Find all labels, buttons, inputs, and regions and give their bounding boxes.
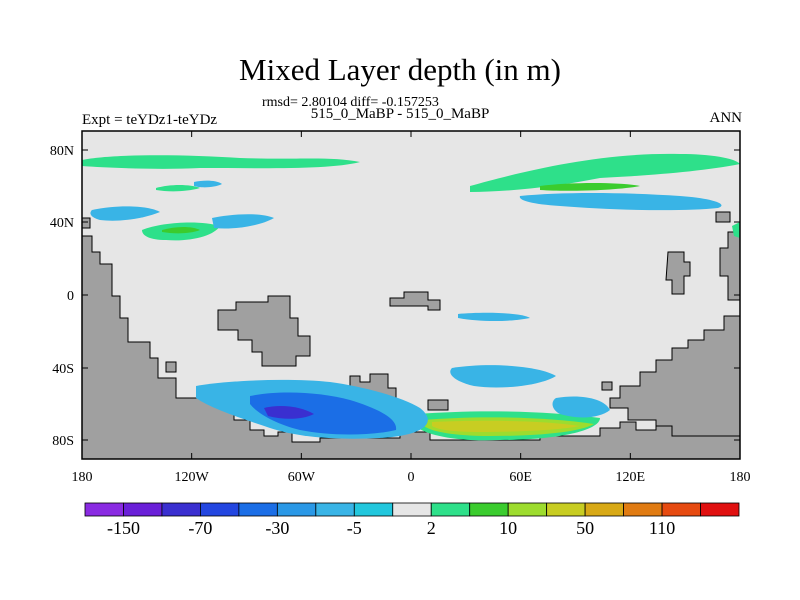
- lat-tick-label: 80S: [52, 434, 74, 449]
- colorbar-swatch: [161, 502, 201, 517]
- lat-tick-label: 40N: [50, 216, 74, 231]
- colorbar-label: -5: [347, 518, 362, 538]
- anomaly-north-small: [156, 185, 200, 192]
- lon-tick-label: 60E: [509, 470, 532, 485]
- lon-tick-label: 120E: [616, 470, 646, 485]
- lon-tick-label: 180: [730, 470, 751, 485]
- colorbar-label: -150: [107, 518, 140, 538]
- negative-anomalies: [90, 180, 722, 439]
- colorbar-label: 10: [499, 518, 517, 538]
- colorbar-swatch: [200, 502, 240, 517]
- lon-tick-label: 180: [72, 470, 93, 485]
- colorbar-swatch: [584, 502, 624, 517]
- land-central: [389, 291, 441, 311]
- anomaly-south-east-core: [432, 420, 580, 432]
- land-east-coast-top: [715, 211, 731, 223]
- anomaly-south-west-mid: [250, 392, 397, 435]
- anomaly-east-mid: [458, 312, 530, 321]
- chart-subtitle: 515_0_MaBP - 515_0_MaBP: [310, 106, 490, 122]
- colorbar-swatch: [392, 502, 432, 517]
- anomaly-south-east-blue: [552, 396, 610, 418]
- positive-anomalies: [82, 153, 740, 441]
- colorbar-swatch: [238, 502, 278, 517]
- lon-tick-label: 0: [408, 470, 415, 485]
- colorbar: -150 -70 -30 -5 2 10 50 110: [84, 502, 740, 538]
- longitude-axis: 180 120W 60W 0 60E 120E 180: [72, 131, 751, 485]
- lon-tick-label: 120W: [175, 470, 210, 485]
- colorbar-label: -70: [188, 518, 212, 538]
- land-south-east-spot: [601, 381, 613, 391]
- stats-text: rmsd= 2.80104 diff= -0.157253: [262, 95, 439, 110]
- anomaly-northeast: [470, 153, 740, 192]
- anomaly-west-40n-blue: [90, 206, 160, 221]
- colorbar-swatch: [469, 502, 509, 517]
- chart-title: Mixed Layer depth (in m): [239, 52, 561, 87]
- lat-tick-label: 0: [67, 289, 74, 304]
- land-west-coast: [81, 217, 91, 229]
- colorbar-swatch: [661, 502, 701, 517]
- anomaly-northeast-blue: [519, 193, 722, 211]
- anomaly-east-edge: [732, 222, 740, 238]
- colorbar-label: -30: [265, 518, 289, 538]
- lon-tick-label: 60W: [288, 470, 316, 485]
- lat-tick-label: 40S: [52, 362, 74, 377]
- colorbar-label: 110: [649, 518, 675, 538]
- colorbar-swatch: [315, 502, 355, 517]
- land-south-island-2: [427, 399, 449, 411]
- anomaly-40n-blue-2: [212, 214, 274, 229]
- anomaly-40n-core: [162, 227, 200, 234]
- anomaly-south-west-deep: [264, 406, 314, 419]
- land-east: [609, 231, 741, 437]
- anomaly-north-blue-spot: [194, 180, 222, 188]
- colorbar-swatch: [123, 502, 163, 517]
- colorbar-swatch: [546, 502, 586, 517]
- colorbar-swatch: [507, 502, 548, 517]
- lat-tick-label: 80N: [50, 144, 74, 159]
- colorbar-label: 2: [427, 518, 436, 538]
- season-label: ANN: [709, 110, 743, 126]
- land-west-south: [81, 235, 741, 460]
- land-east-island: [665, 251, 691, 295]
- land-west-spot: [165, 361, 177, 373]
- colorbar-label: 50: [576, 518, 594, 538]
- anomaly-north-strip: [82, 155, 360, 169]
- colorbar-swatch: [276, 502, 317, 517]
- latitude-axis: 80N 40N 0 40S 80S: [50, 144, 740, 449]
- colorbar-swatch: [430, 502, 471, 517]
- experiment-label: Expt = teYDz1-teYDz: [82, 112, 218, 128]
- anomaly-40s-blue: [450, 365, 556, 388]
- colorbar-swatch: [623, 502, 663, 517]
- anomaly-northeast-core: [540, 183, 640, 191]
- colorbar-swatch: [700, 502, 740, 517]
- colorbar-swatch: [353, 502, 394, 517]
- colorbar-swatch: [84, 502, 124, 517]
- land-central-west: [217, 295, 311, 367]
